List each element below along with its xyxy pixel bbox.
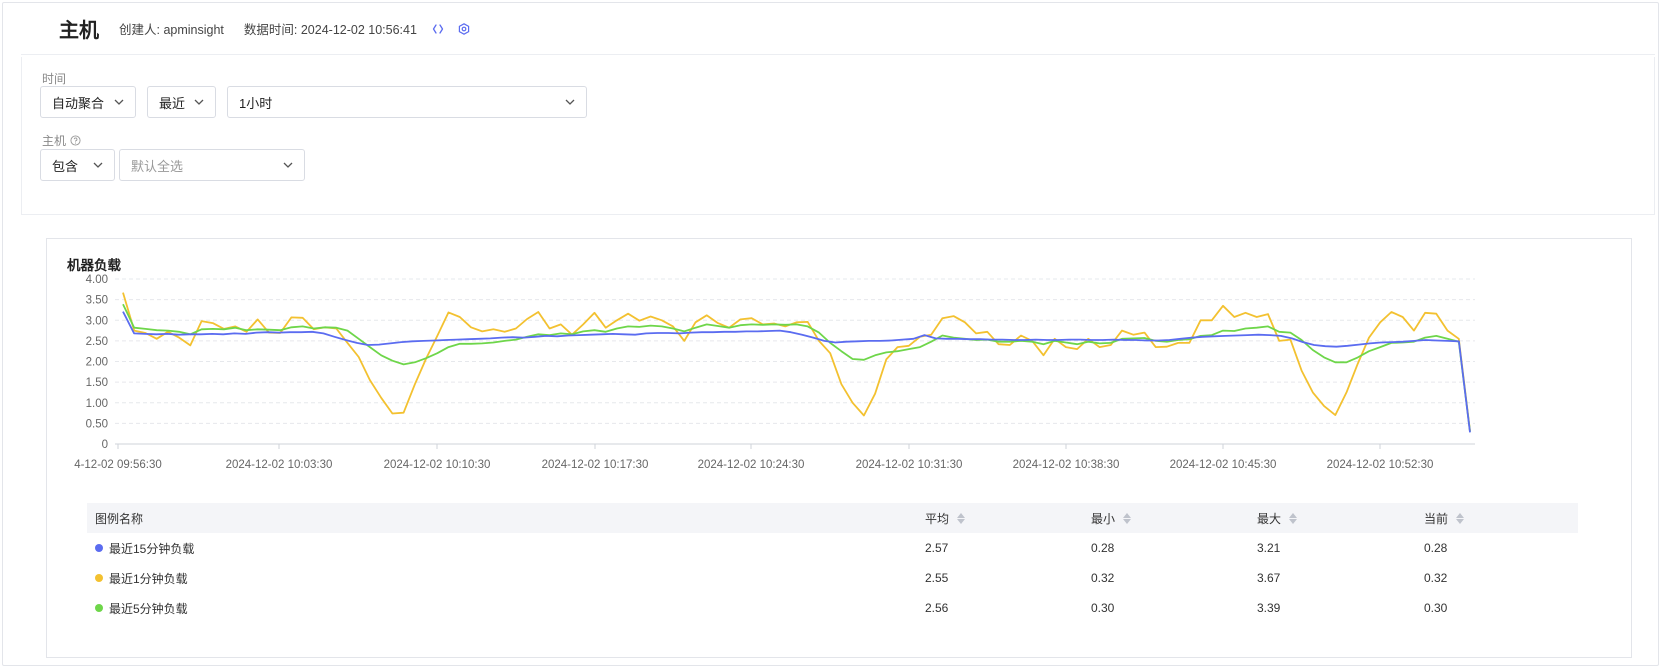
chevron-down-icon bbox=[114, 99, 124, 105]
legend-table: 图例名称 平均 最小 最大 当前 bbox=[87, 503, 1578, 623]
y-tick-label: 1.00 bbox=[86, 398, 108, 410]
load-chart[interactable]: 4.00 3.50 3.00 2.50 2.00 1.50 1.00 0.50 0 4-12-02… bbox=[47, 239, 1631, 501]
current-value: 0.32 bbox=[1424, 571, 1448, 585]
avg-value: 2.55 bbox=[925, 571, 949, 585]
y-tick-label: 1.50 bbox=[86, 377, 108, 389]
x-tick-label: 2024-12-02 10:38:30 bbox=[1013, 459, 1120, 471]
y-tick-label: 0 bbox=[102, 439, 108, 451]
host-placeholder: 默认全选 bbox=[131, 158, 184, 174]
page-header: 主机 创建人: apminsight 数据时间: 2024-12-02 10:5… bbox=[21, 3, 1655, 55]
chevron-down-icon bbox=[565, 99, 575, 105]
aggregation-select[interactable]: 自动聚合 bbox=[40, 86, 136, 118]
x-tick-label: 2024-12-02 10:10:30 bbox=[384, 459, 491, 471]
chevron-down-icon bbox=[283, 162, 293, 168]
header-max[interactable]: 最大 bbox=[1257, 510, 1298, 527]
header-min[interactable]: 最小 bbox=[1091, 510, 1132, 527]
aggregation-value: 自动聚合 bbox=[52, 95, 105, 111]
settings-icon[interactable] bbox=[457, 22, 471, 36]
creator-text: 创建人: apminsight bbox=[119, 23, 224, 37]
filter-panel: 时间 自动聚合 最近 1小时 主机 包含 默认全选 bbox=[21, 57, 1655, 215]
y-tick-label: 4.00 bbox=[86, 274, 108, 286]
legend-name-text: 最近15分钟负载 bbox=[109, 541, 195, 556]
legend-name-text: 最近5分钟负载 bbox=[109, 601, 188, 616]
min-value: 0.32 bbox=[1091, 571, 1115, 585]
x-tick-label: 2024-12-02 10:17:30 bbox=[542, 459, 649, 471]
time-label-text: 时间 bbox=[42, 72, 67, 86]
range-value-select[interactable]: 1小时 bbox=[227, 86, 587, 118]
current-value: 0.30 bbox=[1424, 601, 1448, 615]
sort-icon[interactable] bbox=[1123, 512, 1132, 524]
x-tick-label: 2024-12-02 10:03:30 bbox=[226, 459, 333, 471]
y-tick-label: 2.00 bbox=[86, 357, 108, 369]
help-icon[interactable] bbox=[70, 135, 81, 146]
header-avg-label: 平均 bbox=[925, 511, 950, 526]
legend-row[interactable]: 最近1分钟负载 2.55 0.32 3.67 0.32 bbox=[87, 563, 1578, 593]
range-mode-value: 最近 bbox=[159, 95, 186, 111]
legend-name: 最近1分钟负载 bbox=[95, 570, 188, 587]
avg-value: 2.57 bbox=[925, 541, 949, 555]
machine-load-card: 机器负载 4.00 3.50 3.00 2.50 2.00 1.50 1.00 0.50 0 4-… bbox=[46, 238, 1632, 658]
host-label-text: 主机 bbox=[42, 134, 67, 148]
range-mode-select[interactable]: 最近 bbox=[147, 86, 216, 118]
max-value: 3.21 bbox=[1257, 541, 1281, 555]
legend-row[interactable]: 最近15分钟负载 2.57 0.28 3.21 0.28 bbox=[87, 533, 1578, 563]
chevron-down-icon bbox=[93, 162, 103, 168]
sort-icon[interactable] bbox=[957, 512, 966, 524]
y-tick-label: 3.00 bbox=[86, 315, 108, 327]
max-value: 3.67 bbox=[1257, 571, 1281, 585]
header-current[interactable]: 当前 bbox=[1424, 510, 1465, 527]
y-tick-label: 0.50 bbox=[86, 418, 108, 430]
card-title: 机器负载 bbox=[67, 258, 121, 273]
x-tick-label: 2024-12-02 10:31:30 bbox=[856, 459, 963, 471]
chevron-down-icon bbox=[194, 99, 204, 105]
x-tick-label: 2024-12-02 10:45:30 bbox=[1170, 459, 1277, 471]
header-name: 图例名称 bbox=[95, 511, 144, 526]
series-dot-icon bbox=[95, 544, 103, 552]
y-tick-label: 3.50 bbox=[86, 295, 108, 307]
host-select[interactable]: 默认全选 bbox=[119, 149, 305, 181]
x-tick-label: 2024-12-02 10:52:30 bbox=[1327, 459, 1434, 471]
host-mode-value: 包含 bbox=[52, 158, 79, 174]
header-max-label: 最大 bbox=[1257, 511, 1282, 526]
legend-name: 最近15分钟负载 bbox=[95, 540, 194, 557]
series-line-2 bbox=[122, 303, 1471, 432]
series-dot-icon bbox=[95, 604, 103, 612]
legend-name-text: 最近1分钟负载 bbox=[109, 571, 188, 586]
series-line-0 bbox=[122, 311, 1471, 433]
x-tick-label: 4-12-02 09:56:30 bbox=[74, 459, 162, 471]
series-line-1 bbox=[122, 292, 1471, 431]
min-value: 0.30 bbox=[1091, 601, 1115, 615]
legend-name: 最近5分钟负载 bbox=[95, 600, 188, 617]
host-label: 主机 bbox=[42, 132, 81, 149]
avg-value: 2.56 bbox=[925, 601, 949, 615]
page-title: 主机 bbox=[59, 20, 99, 42]
series-dot-icon bbox=[95, 574, 103, 582]
x-tick-label: 2024-12-02 10:24:30 bbox=[698, 459, 805, 471]
header-avg[interactable]: 平均 bbox=[925, 510, 966, 527]
sort-icon[interactable] bbox=[1456, 512, 1465, 524]
y-tick-label: 2.50 bbox=[86, 336, 108, 348]
min-value: 0.28 bbox=[1091, 541, 1115, 555]
refresh-icon[interactable] bbox=[431, 22, 445, 36]
legend-table-header: 图例名称 平均 最小 最大 当前 bbox=[87, 503, 1578, 533]
time-label: 时间 bbox=[42, 70, 66, 87]
legend-row[interactable]: 最近5分钟负载 2.56 0.30 3.39 0.30 bbox=[87, 593, 1578, 623]
sort-icon[interactable] bbox=[1289, 512, 1298, 524]
max-value: 3.39 bbox=[1257, 601, 1281, 615]
data-time-text: 数据时间: 2024-12-02 10:56:41 bbox=[243, 23, 417, 37]
host-mode-select[interactable]: 包含 bbox=[40, 149, 115, 181]
header-current-label: 当前 bbox=[1424, 511, 1449, 526]
current-value: 0.28 bbox=[1424, 541, 1448, 555]
header-min-label: 最小 bbox=[1091, 511, 1116, 526]
range-value: 1小时 bbox=[239, 95, 273, 111]
